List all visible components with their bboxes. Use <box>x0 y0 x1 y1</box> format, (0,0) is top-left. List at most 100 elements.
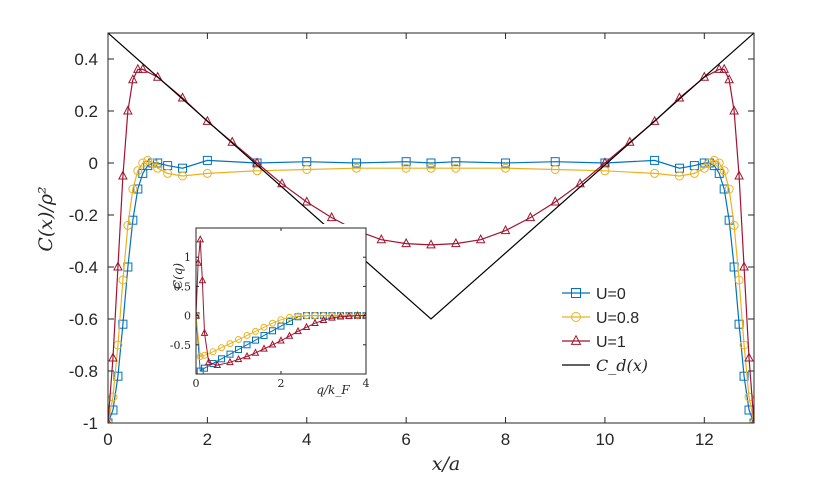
main-point <box>118 275 128 285</box>
main-point <box>148 158 158 168</box>
inset-xtick-label: 0 <box>193 377 200 390</box>
main-point <box>118 319 128 329</box>
inset-point <box>243 351 251 360</box>
legend-label-0: U=0 <box>596 286 626 303</box>
main-point <box>525 211 536 222</box>
inset-point <box>196 235 205 243</box>
main-ytick-label: -0.6 <box>69 310 98 329</box>
main-point <box>123 220 133 230</box>
main-series-line-1 <box>108 159 754 423</box>
inset-plot-area <box>196 235 366 374</box>
main-series-line-3 <box>108 33 754 320</box>
inset-point <box>226 357 234 366</box>
main-point <box>650 155 660 165</box>
main-point <box>113 371 123 381</box>
main-point <box>302 165 312 174</box>
main-point <box>163 168 173 178</box>
main-ytick-label: -0.2 <box>69 206 98 225</box>
inset-point <box>303 312 310 320</box>
inset-point <box>294 326 302 335</box>
main-point <box>108 392 118 402</box>
main-point <box>202 168 212 178</box>
main-point <box>202 115 213 125</box>
main-point <box>138 168 148 178</box>
main-xtick-label: 6 <box>401 430 410 449</box>
main-point <box>426 163 436 173</box>
main-point <box>128 74 138 84</box>
legend-label-2: U=1 <box>596 334 626 351</box>
main-point <box>714 63 725 73</box>
main-point <box>113 261 123 271</box>
inset-point <box>196 258 202 266</box>
main-point <box>724 184 734 194</box>
main-point <box>600 166 610 176</box>
inset-point <box>285 331 294 339</box>
main-point <box>118 170 128 180</box>
main-plot-area <box>108 33 754 423</box>
main-point <box>744 392 754 402</box>
main-axes: 0 2 4 6 8 10 120.40.20-0.2-0.4-0.6-0.8-1 <box>69 32 755 449</box>
main-point <box>734 319 744 329</box>
legend-marker-1 <box>571 312 581 322</box>
main-point <box>709 155 719 165</box>
main-point <box>153 158 163 168</box>
main-series-line-2 <box>108 68 754 423</box>
inset-point <box>252 327 259 335</box>
main-point <box>600 157 610 167</box>
main-point <box>451 163 461 173</box>
main-point <box>133 166 143 176</box>
main-point <box>132 63 143 73</box>
inset-point <box>209 348 217 356</box>
main-point <box>501 158 511 168</box>
main-ytick-label: 0.2 <box>74 102 98 121</box>
inset-point <box>328 312 336 320</box>
main-point <box>734 170 744 180</box>
main-series-markers-1 <box>108 155 754 423</box>
main-point <box>108 352 118 362</box>
inset-point <box>269 319 276 327</box>
main-point <box>751 417 754 423</box>
main-ylabel: C(x)/ρ² <box>35 186 57 251</box>
inset-point <box>234 354 243 363</box>
inset-point <box>196 352 204 360</box>
inset-point <box>319 315 328 324</box>
inset-point <box>362 311 366 319</box>
main-point <box>719 63 730 73</box>
main-ytick-label: -1 <box>83 414 98 433</box>
main-xtick-label: 4 <box>302 430 311 449</box>
inset-point <box>302 322 311 331</box>
inset-chart: 0 2 4 1 0.5 0 -0.5 <box>170 224 370 390</box>
main-xtick-label: 0 <box>103 430 112 449</box>
inset-point <box>311 318 319 326</box>
inset-point <box>277 316 285 324</box>
inset-ytick-label: 1 <box>184 251 191 264</box>
main-axis-frame <box>107 32 755 424</box>
main-point <box>376 234 387 244</box>
main-point <box>501 163 511 173</box>
main-point <box>143 161 153 171</box>
legend-marker-2 <box>570 334 582 345</box>
main-point <box>729 220 739 230</box>
main-ytick-label: -0.8 <box>69 362 98 381</box>
main-point <box>401 237 411 248</box>
main-point <box>451 237 461 248</box>
main-point <box>401 163 411 173</box>
main-point <box>699 158 709 168</box>
legend: U=0 U=0.8 U=1 C_d(x) <box>555 274 727 386</box>
inset-point <box>201 364 208 372</box>
inset-point <box>320 312 327 320</box>
inset-point <box>336 312 345 320</box>
inset-point <box>243 331 251 339</box>
inset-point <box>260 344 268 352</box>
inset-point <box>226 340 234 348</box>
main-point <box>649 115 660 125</box>
main-series-line-0 <box>108 159 754 423</box>
inset-point <box>235 336 242 344</box>
inset-point <box>252 336 259 344</box>
main-point <box>178 171 188 181</box>
main-point <box>709 161 719 171</box>
inset-point <box>198 276 207 284</box>
main-point <box>451 157 461 167</box>
legend-label-3: C_d(x) <box>596 356 648 375</box>
